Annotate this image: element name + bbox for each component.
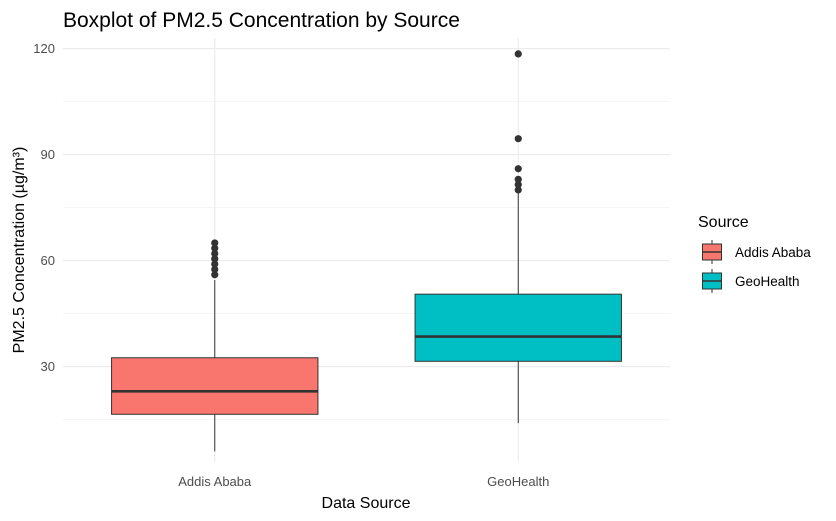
outlier-point [211,255,219,263]
legend-key [702,240,722,264]
box [111,357,319,415]
x-tick-label: GeoHealth [487,474,549,489]
outlier-point [514,186,522,194]
y-tick-label: 120 [33,41,55,56]
y-tick-label: 90 [41,147,55,162]
outlier-point [514,50,522,58]
box-group [111,239,319,452]
y-axis-title: PM2.5 Concentration (µg/m³) [11,147,28,354]
outlier-point [211,244,219,252]
outlier-point [211,265,219,274]
legend-label: Addis Ababa [735,245,811,260]
outlier-point [211,249,219,258]
y-axis-ticks: 30 60 90 120 [33,41,55,374]
outlier-point [514,135,522,143]
legend-title: Source [698,214,749,231]
legend: Source Addis Ababa GeoHealth [698,214,811,293]
boxes [111,50,622,452]
outlier-point [211,260,219,268]
y-tick-label: 60 [41,253,55,268]
outlier-point [514,181,522,189]
outlier-point [211,239,219,247]
outlier-point [211,271,219,279]
chart-title: Boxplot of PM2.5 Concentration by Source [63,9,460,32]
y-tick-label: 30 [41,359,55,374]
box-group [414,50,622,424]
x-tick-label: Addis Ababa [178,474,252,489]
outlier-point [514,175,522,183]
legend-key [702,269,722,293]
outlier-point [514,165,522,173]
x-axis-title: Data Source [322,495,411,512]
legend-label: GeoHealth [735,274,800,289]
x-axis-ticks: Addis Ababa GeoHealth [178,474,549,489]
box [414,293,622,362]
